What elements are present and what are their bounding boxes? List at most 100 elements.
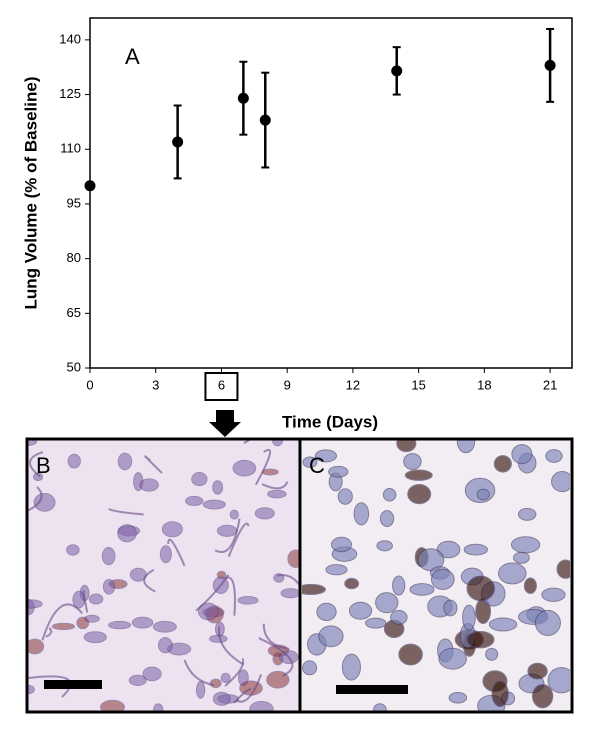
- cell: [390, 609, 408, 625]
- cell: [117, 452, 133, 471]
- cell: [191, 472, 208, 487]
- cell: [365, 617, 387, 629]
- cell: [195, 680, 206, 699]
- cell: [353, 502, 370, 526]
- septum: [183, 659, 214, 687]
- cell: [407, 483, 432, 505]
- cell: [513, 551, 530, 564]
- cell: [398, 643, 423, 666]
- cell: [185, 495, 204, 506]
- cell: [396, 440, 417, 453]
- cell: [216, 524, 238, 537]
- cell: [545, 449, 563, 463]
- septum: [254, 448, 272, 486]
- cell: [229, 509, 239, 520]
- scale-bar: [44, 680, 102, 689]
- cell: [523, 577, 537, 594]
- cell: [527, 662, 548, 680]
- cell: [517, 507, 537, 521]
- point: [237, 92, 249, 104]
- cell: [157, 637, 173, 654]
- x-tick-label: 15: [411, 377, 425, 392]
- cell: [373, 703, 387, 711]
- cell: [261, 468, 279, 476]
- point: [544, 59, 556, 71]
- cell: [237, 596, 259, 605]
- cell: [161, 521, 183, 538]
- cell: [302, 583, 326, 596]
- cell: [466, 575, 496, 602]
- annotation: A: [125, 44, 140, 69]
- septum: [258, 637, 294, 677]
- septum: [224, 657, 245, 687]
- septum: [28, 486, 43, 512]
- cell: [534, 609, 561, 636]
- y-tick-label: 140: [59, 31, 81, 46]
- cell: [131, 616, 154, 629]
- tissue-b: [28, 440, 299, 711]
- cell: [280, 588, 299, 599]
- cell: [232, 459, 257, 477]
- cell: [409, 583, 435, 596]
- cell: [209, 678, 222, 689]
- cell: [28, 599, 43, 609]
- septum: [144, 455, 163, 474]
- cell: [101, 546, 116, 566]
- cell: [344, 577, 360, 590]
- cell: [108, 620, 132, 630]
- cell: [209, 634, 228, 643]
- cell: [551, 471, 570, 493]
- point: [84, 180, 96, 192]
- cell: [142, 666, 162, 682]
- cell: [392, 575, 406, 596]
- cell: [382, 487, 397, 502]
- cell: [438, 647, 467, 670]
- cell: [547, 667, 570, 694]
- septum: [29, 451, 44, 478]
- cell: [302, 456, 318, 468]
- septum: [108, 508, 144, 516]
- septum: [217, 626, 245, 666]
- cell: [212, 691, 231, 706]
- highlight-box: [204, 372, 239, 401]
- septum: [167, 538, 186, 567]
- cell: [511, 444, 533, 465]
- cell: [66, 544, 80, 556]
- septum: [45, 627, 53, 638]
- cell: [28, 638, 45, 655]
- cell: [541, 587, 566, 602]
- cell: [462, 604, 476, 631]
- point: [172, 136, 184, 148]
- cell: [379, 510, 395, 528]
- cell: [318, 625, 344, 648]
- cell: [330, 536, 353, 553]
- cell: [404, 469, 433, 481]
- septum: [28, 675, 72, 698]
- septum: [224, 576, 236, 616]
- cell: [33, 493, 56, 512]
- cell: [159, 545, 172, 564]
- x-tick-label: 0: [86, 377, 93, 392]
- septum: [143, 568, 156, 593]
- y-tick-label: 125: [59, 86, 81, 101]
- arrow: [209, 410, 241, 437]
- cell: [403, 453, 422, 470]
- cell: [348, 601, 373, 620]
- cell: [76, 616, 90, 630]
- septum: [214, 518, 241, 553]
- cell: [328, 465, 349, 478]
- cell: [316, 602, 337, 622]
- septum: [82, 590, 89, 613]
- cell: [341, 653, 361, 681]
- cell: [197, 602, 219, 621]
- cell: [83, 631, 107, 644]
- x-tick-label: 9: [284, 377, 291, 392]
- cell: [139, 478, 159, 492]
- cell: [100, 699, 125, 711]
- cell: [456, 440, 476, 454]
- plot-frame: [89, 17, 573, 369]
- cell: [202, 499, 226, 510]
- cell: [443, 599, 458, 617]
- y-tick-label: 65: [67, 305, 81, 320]
